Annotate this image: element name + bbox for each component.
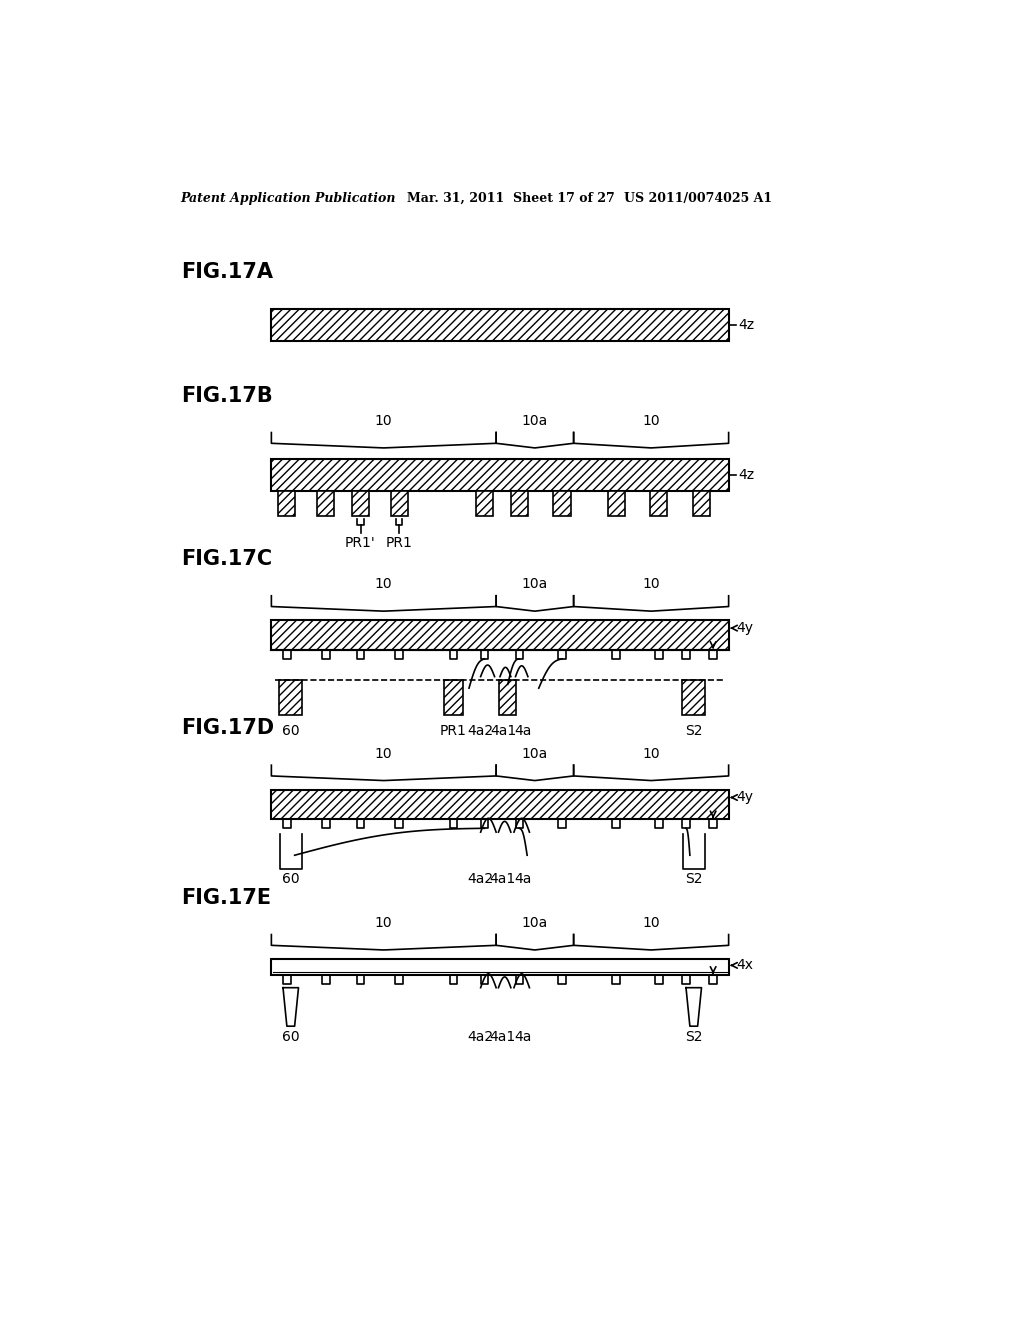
- Text: 10: 10: [375, 414, 392, 428]
- Text: 4a1: 4a1: [490, 725, 517, 738]
- Text: 10a: 10a: [522, 577, 548, 591]
- Text: 10: 10: [375, 747, 392, 760]
- Text: FIG.17B: FIG.17B: [180, 385, 272, 405]
- Bar: [650, 491, 668, 516]
- Text: Mar. 31, 2011  Sheet 17 of 27: Mar. 31, 2011 Sheet 17 of 27: [407, 191, 614, 205]
- Text: 4a2: 4a2: [468, 725, 494, 738]
- Text: 4a1: 4a1: [489, 1030, 515, 1044]
- Text: 4a: 4a: [515, 873, 531, 886]
- Text: 4a2: 4a2: [468, 1030, 494, 1044]
- Bar: [271, 620, 729, 649]
- Bar: [317, 491, 334, 516]
- Bar: [682, 681, 706, 715]
- Bar: [476, 491, 493, 516]
- Text: FIG.17C: FIG.17C: [180, 549, 271, 569]
- Text: 10a: 10a: [522, 747, 548, 760]
- Bar: [500, 681, 516, 715]
- Text: PR1: PR1: [440, 725, 467, 738]
- Text: 60: 60: [282, 1030, 300, 1044]
- Bar: [511, 491, 528, 516]
- Text: FIG.17D: FIG.17D: [180, 718, 273, 738]
- Text: S2: S2: [685, 1030, 702, 1044]
- Bar: [444, 681, 463, 715]
- Text: PR1': PR1': [345, 536, 376, 549]
- Text: 4z: 4z: [738, 467, 754, 482]
- Text: 4a1: 4a1: [489, 873, 515, 886]
- Text: FIG.17A: FIG.17A: [180, 263, 272, 282]
- Text: 60: 60: [282, 725, 300, 738]
- Text: 4y: 4y: [736, 791, 754, 804]
- Text: 4a: 4a: [515, 725, 531, 738]
- Bar: [271, 789, 729, 818]
- Bar: [280, 681, 302, 715]
- Bar: [271, 309, 729, 341]
- Text: FIG.17E: FIG.17E: [180, 887, 270, 908]
- Text: 10: 10: [375, 916, 392, 929]
- Bar: [352, 491, 369, 516]
- Text: 4a: 4a: [515, 1030, 531, 1044]
- Bar: [607, 491, 625, 516]
- Bar: [271, 960, 729, 974]
- Text: S2: S2: [685, 725, 702, 738]
- Bar: [554, 491, 570, 516]
- Text: 4y: 4y: [736, 622, 754, 635]
- Text: PR1: PR1: [386, 536, 413, 549]
- Text: 10: 10: [642, 414, 659, 428]
- Text: 4a2: 4a2: [468, 873, 494, 886]
- Bar: [391, 491, 408, 516]
- Bar: [279, 491, 295, 516]
- Text: 60: 60: [282, 873, 300, 886]
- Text: 10: 10: [642, 747, 659, 760]
- Text: 10: 10: [642, 916, 659, 929]
- Text: S2: S2: [685, 873, 702, 886]
- Bar: [271, 459, 729, 491]
- Text: 4x: 4x: [736, 958, 754, 973]
- Text: 4z: 4z: [738, 318, 754, 331]
- Text: 10: 10: [375, 577, 392, 591]
- Bar: [693, 491, 710, 516]
- Text: 10a: 10a: [522, 916, 548, 929]
- Text: US 2011/0074025 A1: US 2011/0074025 A1: [624, 191, 772, 205]
- Text: Patent Application Publication: Patent Application Publication: [180, 191, 396, 205]
- Text: 10a: 10a: [522, 414, 548, 428]
- Text: 10: 10: [642, 577, 659, 591]
